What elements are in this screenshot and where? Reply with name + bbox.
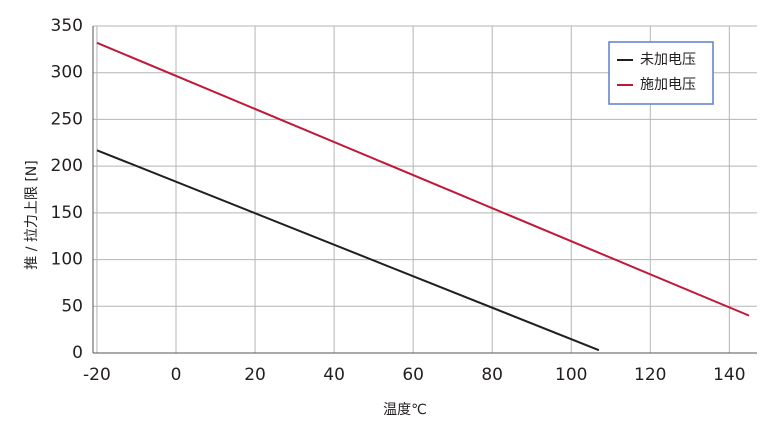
y-tick-label: 200 [51, 156, 83, 176]
x-axis-label: 温度℃ [383, 402, 427, 418]
y-tick-label: 150 [51, 203, 83, 223]
x-tick-label: -20 [83, 365, 111, 385]
legend-box [608, 41, 714, 105]
x-tick-label: 20 [244, 365, 266, 385]
y-tick-label: 350 [51, 16, 83, 36]
y-tick-label: 250 [51, 109, 83, 129]
line [96, 149, 600, 352]
x-tick-label: 0 [171, 365, 182, 385]
line [96, 41, 750, 317]
y-tick-label: 100 [51, 250, 83, 270]
y-tick-label: 0 [72, 343, 83, 363]
x-tick-label: 60 [402, 365, 424, 385]
y-axis-label: 推 / 拉力上限 [N] [24, 160, 40, 269]
x-tick-label: 80 [481, 365, 503, 385]
y-tick-label: 50 [61, 296, 83, 316]
x-tick-label: 40 [323, 365, 345, 385]
x-tick-label: 100 [555, 365, 587, 385]
y-tick-label: 300 [51, 63, 83, 83]
x-tick-label: 120 [634, 365, 666, 385]
x-tick-label: 140 [713, 365, 745, 385]
legend-label: 施加电压 [640, 77, 696, 93]
legend-label: 未加电压 [640, 52, 696, 68]
